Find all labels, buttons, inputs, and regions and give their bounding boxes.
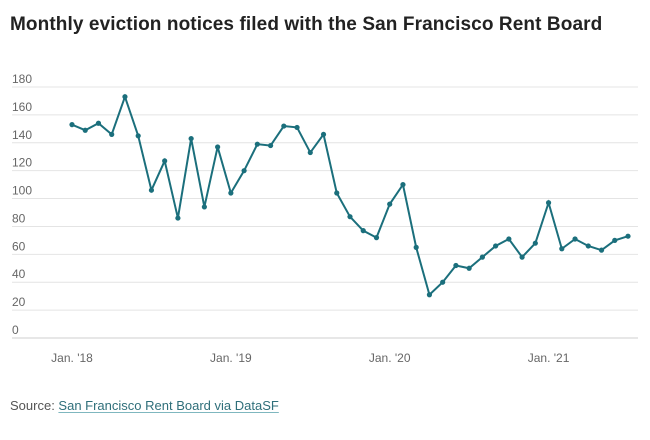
data-point	[162, 158, 168, 164]
data-point	[479, 254, 485, 260]
data-point	[95, 120, 102, 126]
data-point	[612, 237, 618, 243]
y-tick-label: 160	[12, 100, 32, 114]
data-point	[373, 235, 380, 241]
source-note: Source: San Francisco Rent Board via Dat…	[10, 398, 279, 413]
data-point	[109, 131, 115, 138]
x-axis-ticks: Jan. '18 Jan. '19 Jan. '20 Jan. '21	[51, 351, 570, 365]
data-point	[519, 254, 525, 260]
data-point	[215, 144, 221, 150]
data-point	[347, 214, 353, 220]
y-tick-label: 20	[12, 295, 26, 309]
y-tick-label: 0	[12, 323, 19, 337]
data-point	[135, 133, 141, 139]
x-tick-label: Jan. '20	[369, 351, 411, 365]
data-point	[585, 243, 591, 249]
data-point	[228, 190, 234, 196]
data-point	[625, 233, 631, 239]
y-tick-label: 60	[12, 239, 26, 253]
x-tick-label: Jan. '19	[210, 351, 252, 365]
data-point	[413, 244, 419, 250]
data-point	[360, 228, 366, 234]
data-point	[334, 190, 340, 196]
data-point	[387, 201, 393, 207]
data-point	[82, 127, 88, 133]
data-point	[453, 262, 459, 269]
data-point	[267, 142, 274, 149]
y-tick-label: 40	[12, 267, 26, 281]
data-point	[294, 124, 300, 131]
data-point	[201, 204, 207, 210]
data-point	[506, 236, 512, 242]
y-tick-label: 120	[12, 156, 32, 170]
data-point	[307, 149, 313, 156]
data-point	[493, 243, 499, 249]
series-line	[71, 93, 629, 297]
data-point	[532, 240, 538, 246]
series-points	[69, 94, 631, 298]
y-tick-label: 80	[12, 211, 26, 225]
data-point	[440, 279, 446, 285]
data-point	[122, 94, 128, 100]
y-tick-label: 100	[12, 184, 32, 198]
data-point	[69, 122, 75, 128]
source-prefix: Source:	[10, 398, 59, 413]
grid-lines	[12, 86, 638, 339]
data-point	[148, 187, 155, 193]
data-point	[241, 168, 247, 174]
x-tick-label: Jan. '18	[51, 351, 93, 365]
y-tick-label: 140	[12, 128, 32, 142]
data-point	[188, 135, 194, 142]
data-point	[400, 182, 406, 188]
data-point	[559, 246, 565, 252]
data-point	[466, 265, 472, 271]
data-point	[254, 141, 260, 147]
chart-title: Monthly eviction notices filed with the …	[10, 14, 603, 35]
data-point	[572, 236, 578, 242]
source-link[interactable]: San Francisco Rent Board via DataSF	[58, 398, 279, 413]
data-point	[175, 215, 181, 221]
data-point	[281, 123, 287, 129]
data-point	[545, 200, 552, 206]
y-axis-ticks: 0 20 40 60 80 100 120 140 160 180	[12, 72, 32, 337]
data-point	[320, 131, 327, 138]
data-point	[426, 292, 433, 298]
x-tick-label: Jan. '21	[528, 351, 570, 365]
data-point	[598, 247, 605, 253]
y-tick-label: 180	[12, 72, 32, 86]
